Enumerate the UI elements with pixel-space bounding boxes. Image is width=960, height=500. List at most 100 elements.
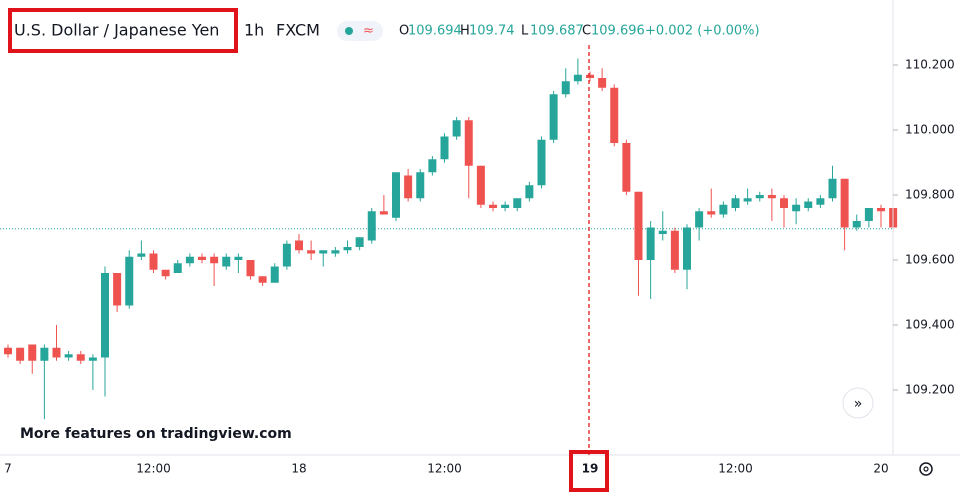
candle-body bbox=[88, 357, 97, 361]
candle-body bbox=[670, 230, 679, 270]
candle-body bbox=[137, 253, 146, 257]
candle-body bbox=[258, 276, 267, 283]
scroll-icon: » bbox=[854, 396, 863, 412]
candle-body bbox=[852, 221, 861, 228]
highlight-box bbox=[569, 450, 609, 492]
candle-body bbox=[792, 204, 801, 212]
gear-center bbox=[923, 466, 929, 472]
candle-body bbox=[537, 139, 546, 186]
scroll-button[interactable] bbox=[842, 387, 874, 419]
y-tick-label: 109.600 bbox=[905, 253, 955, 267]
candle-body bbox=[28, 344, 37, 361]
candle-body bbox=[683, 227, 691, 270]
x-tick-label: 12:00 bbox=[136, 462, 171, 476]
candle-body bbox=[282, 243, 291, 267]
candle-body bbox=[476, 165, 485, 205]
x-tick-label: 19 bbox=[582, 462, 599, 476]
candle-body bbox=[76, 354, 85, 361]
candle-body bbox=[125, 256, 134, 306]
candle-body bbox=[695, 211, 704, 228]
candle-body bbox=[755, 195, 764, 199]
candle-body bbox=[404, 175, 413, 199]
candle-body bbox=[780, 198, 788, 208]
candle-body bbox=[234, 256, 243, 260]
y-tick-label: 109.200 bbox=[905, 383, 955, 397]
candle-body bbox=[355, 237, 364, 247]
candle-body bbox=[743, 198, 752, 202]
candle-body bbox=[573, 74, 582, 82]
interval[interactable]: 1h bbox=[244, 21, 264, 40]
candle-body bbox=[452, 120, 461, 137]
candle-body bbox=[319, 250, 328, 254]
x-tick-label: 20 bbox=[873, 462, 888, 476]
status-pill[interactable] bbox=[337, 21, 383, 41]
candle-body bbox=[513, 198, 522, 208]
delay-icon: ≈ bbox=[363, 24, 374, 39]
change: +0.002 (+0.00%) bbox=[645, 24, 760, 39]
candle-body bbox=[525, 185, 534, 199]
candle-body bbox=[379, 211, 388, 215]
x-tick-label: 12:00 bbox=[718, 462, 753, 476]
candle-body bbox=[489, 204, 497, 208]
candle-body bbox=[767, 195, 776, 199]
candle-body bbox=[113, 273, 122, 306]
ohlc-label: O bbox=[399, 24, 409, 39]
candle-body bbox=[198, 256, 206, 260]
x-tick-label: 12:00 bbox=[427, 462, 462, 476]
y-tick-label: 110.000 bbox=[905, 123, 955, 137]
candle-body bbox=[210, 256, 219, 264]
candle-body bbox=[586, 74, 594, 78]
candle-body bbox=[101, 273, 109, 358]
candle-body bbox=[222, 256, 231, 267]
candle-body bbox=[634, 191, 643, 260]
candle-body bbox=[501, 204, 510, 208]
highlight-box bbox=[8, 8, 238, 53]
x-tick-label: 18 bbox=[291, 462, 306, 476]
x-tick-label: 7 bbox=[4, 462, 12, 476]
candle-body bbox=[840, 178, 849, 228]
candle-body bbox=[731, 198, 740, 208]
candle-body bbox=[64, 354, 73, 358]
ohlc-value: 109.694 bbox=[408, 24, 462, 39]
candle-body bbox=[295, 240, 303, 251]
ohlc-value: 109.687 bbox=[530, 24, 584, 39]
symbol-title[interactable]: U.S. Dollar / Japanese Yen bbox=[14, 21, 219, 40]
ohlc-label: H bbox=[460, 24, 470, 39]
watermark[interactable]: More features on tradingview.com bbox=[20, 426, 292, 442]
y-tick-label: 109.800 bbox=[905, 188, 955, 202]
candle-body bbox=[804, 201, 813, 208]
candle-body bbox=[149, 253, 158, 270]
candle-body bbox=[464, 120, 473, 166]
candle-body bbox=[52, 347, 61, 358]
candle-body bbox=[246, 260, 255, 277]
ohlc-label: C bbox=[582, 24, 591, 39]
candle-body bbox=[707, 211, 716, 215]
candle-body bbox=[392, 172, 400, 218]
candle-body bbox=[40, 347, 49, 361]
candle-body bbox=[828, 178, 837, 199]
candle-body bbox=[4, 347, 12, 355]
axes: 109.200 109.400 109.600 109.800 110.000 110.2… bbox=[4, 58, 954, 476]
candle-body bbox=[598, 78, 607, 88]
candle-body bbox=[367, 211, 376, 241]
candle-body bbox=[307, 250, 316, 254]
candle-body bbox=[428, 159, 437, 173]
candle-body bbox=[343, 247, 352, 251]
ohlc-value: 109.74 bbox=[469, 24, 515, 39]
candle-body bbox=[173, 263, 182, 273]
candle-body bbox=[658, 230, 667, 234]
candle-body bbox=[440, 136, 449, 160]
candle-body bbox=[331, 250, 340, 254]
ohlc-value: 109.696 bbox=[591, 24, 645, 39]
candle-body bbox=[549, 94, 558, 140]
candle-body bbox=[610, 87, 619, 143]
candle-body bbox=[16, 347, 25, 361]
market-status bbox=[345, 27, 353, 35]
candle-body bbox=[864, 208, 873, 221]
candle-body bbox=[161, 269, 170, 277]
candle-body bbox=[416, 172, 425, 199]
settings-icon[interactable] bbox=[919, 462, 933, 476]
